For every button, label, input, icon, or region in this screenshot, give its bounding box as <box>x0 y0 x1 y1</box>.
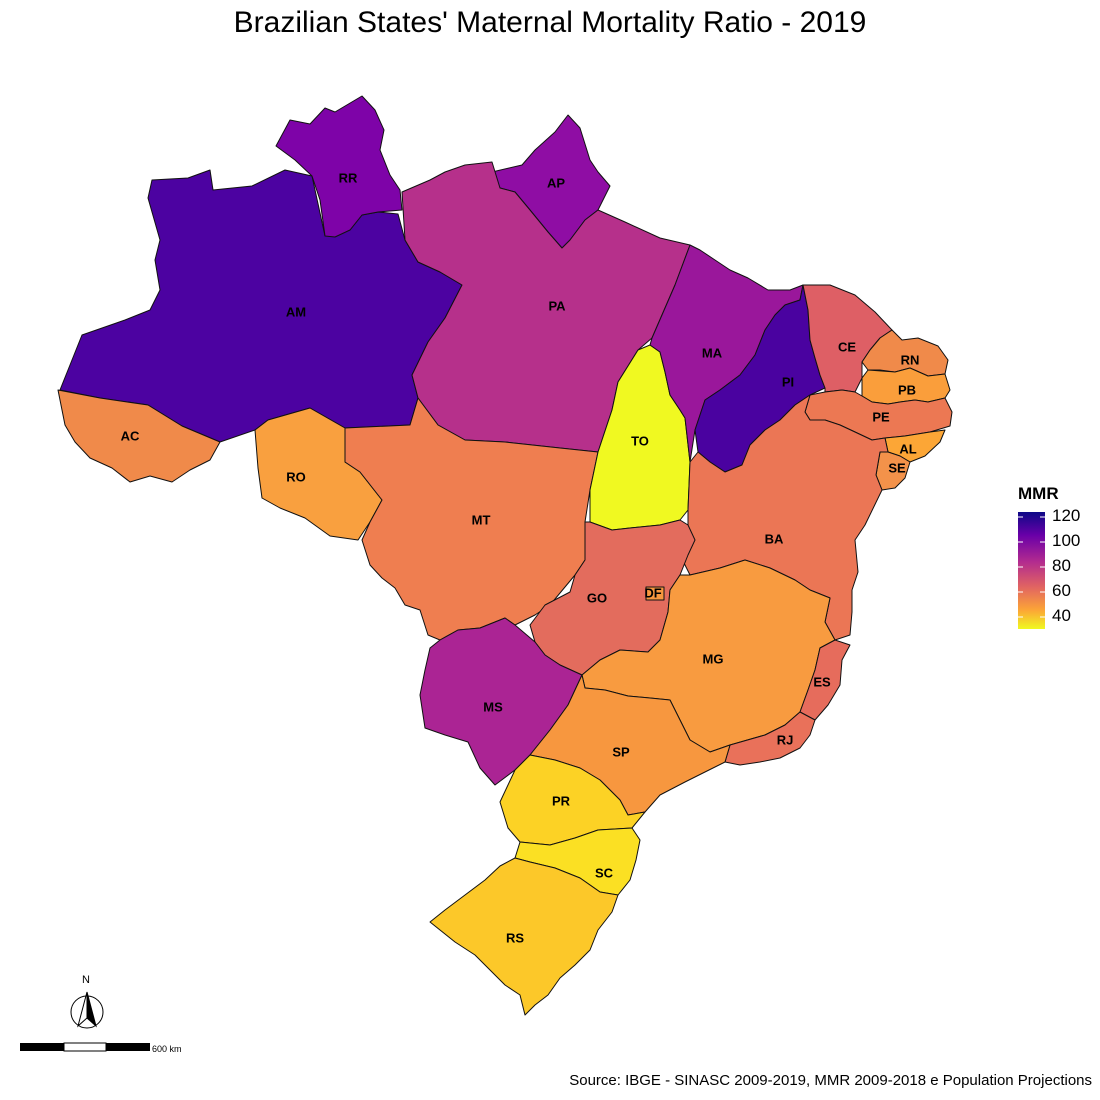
state-label-ce: CE <box>838 339 856 354</box>
state-label-ac: AC <box>121 428 140 443</box>
state-labels-layer: AM RR AP PA AC RO MT TO MA PI CE RN PB PE AL SE BA GO DF MS… <box>121 170 920 945</box>
state-label-sc: SC <box>595 865 614 880</box>
state-label-pi: PI <box>782 374 794 389</box>
state-label-to: TO <box>631 433 649 448</box>
state-label-ro: RO <box>286 469 306 484</box>
scale-bar-label: 600 km <box>152 1044 182 1054</box>
state-label-ba: BA <box>765 531 784 546</box>
legend-tick-label: 60 <box>1052 581 1071 600</box>
states-layer <box>57 95 953 1016</box>
state-label-mg: MG <box>703 651 724 666</box>
state-label-pa: PA <box>548 298 566 313</box>
state-label-go: GO <box>587 590 607 605</box>
state-label-rr: RR <box>339 170 358 185</box>
state-label-sp: SP <box>612 744 630 759</box>
state-label-rj: RJ <box>777 732 794 747</box>
state-df <box>645 586 665 601</box>
state-rr <box>275 95 403 238</box>
legend-tick-label: 120 <box>1052 506 1081 525</box>
source-note: Source: IBGE - SINASC 2009-2019, MMR 200… <box>569 1072 1092 1089</box>
legend-tick-label: 40 <box>1052 606 1071 625</box>
state-label-am: AM <box>286 304 306 319</box>
legend-tick-label: 80 <box>1052 556 1071 575</box>
legend-colorbar <box>1018 512 1045 629</box>
legend-tick-label: 100 <box>1052 531 1081 550</box>
state-ce <box>802 284 893 393</box>
state-pr <box>499 754 646 846</box>
legend-ticks <box>1018 516 1045 618</box>
map-title: Brazilian States' Maternal Mortality Rat… <box>233 6 867 39</box>
north-arrow-label: N <box>82 974 90 986</box>
state-label-es: ES <box>813 674 831 689</box>
state-label-al: AL <box>899 441 916 456</box>
state-label-pr: PR <box>552 793 571 808</box>
state-label-ma: MA <box>702 345 723 360</box>
state-label-ms: MS <box>483 699 503 714</box>
state-ac <box>57 389 221 483</box>
legend-title: MMR <box>1018 484 1059 503</box>
state-label-mt: MT <box>472 512 491 527</box>
state-ba <box>679 394 889 641</box>
north-arrow-icon <box>70 991 104 1029</box>
state-label-pb: PB <box>898 382 916 397</box>
state-label-ap: AP <box>547 175 565 190</box>
scale-bar <box>20 1042 150 1052</box>
state-label-df: DF <box>644 585 661 600</box>
state-rs <box>429 857 619 1016</box>
state-label-rn: RN <box>901 352 920 367</box>
state-label-se: SE <box>888 460 906 475</box>
state-label-rs: RS <box>506 930 524 945</box>
state-label-pe: PE <box>872 409 890 424</box>
